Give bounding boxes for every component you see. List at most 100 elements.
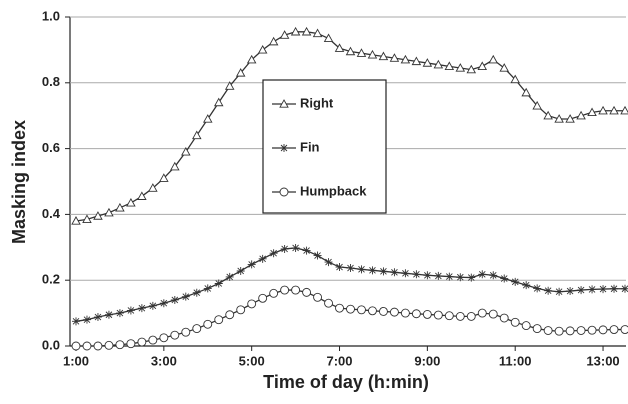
data-point — [291, 243, 300, 252]
x-tick-label: 1:00 — [63, 353, 89, 368]
data-point — [412, 270, 421, 279]
data-point — [170, 161, 180, 171]
data-point — [510, 317, 520, 327]
data-point — [214, 279, 223, 288]
data-point — [280, 285, 290, 295]
data-point — [104, 207, 114, 217]
data-point — [488, 54, 499, 64]
data-point — [192, 288, 201, 297]
data-point — [577, 286, 586, 295]
data-point — [576, 326, 586, 335]
data-point — [400, 308, 410, 318]
legend-label: Fin — [300, 139, 320, 154]
data-point — [532, 324, 542, 334]
x-tick-label: 3:00 — [151, 353, 177, 368]
data-point — [609, 325, 619, 334]
data-point — [620, 325, 628, 334]
data-point — [192, 130, 202, 140]
data-point — [291, 285, 301, 295]
data-point — [455, 63, 466, 72]
data-point — [115, 309, 124, 318]
data-point — [367, 49, 378, 59]
data-point — [115, 202, 125, 212]
data-point — [500, 274, 509, 283]
data-point — [323, 33, 334, 43]
data-point — [181, 146, 191, 156]
data-point — [93, 211, 103, 220]
data-point — [445, 272, 454, 281]
data-point — [587, 107, 597, 117]
data-point — [346, 264, 355, 273]
data-point — [455, 311, 465, 321]
y-tick-label: 0.6 — [42, 140, 60, 155]
data-point — [521, 321, 531, 331]
data-point — [477, 308, 487, 318]
y-tick-label: 0.2 — [42, 272, 60, 287]
data-point — [389, 307, 399, 317]
legend-marker — [279, 99, 289, 108]
legend-label: Humpback — [300, 183, 367, 198]
data-point — [257, 44, 268, 54]
data-point — [290, 26, 301, 36]
y-tick-label: 0.0 — [42, 337, 60, 352]
data-point — [621, 284, 628, 293]
data-point — [576, 110, 586, 120]
data-point — [400, 54, 411, 64]
data-point — [444, 311, 454, 321]
data-point — [499, 63, 509, 72]
data-point — [598, 105, 608, 115]
data-point — [82, 315, 91, 324]
data-point — [378, 307, 388, 316]
data-point — [225, 310, 235, 320]
data-point — [137, 304, 146, 313]
data-point — [565, 326, 575, 336]
data-point — [522, 281, 531, 290]
data-point — [181, 292, 190, 301]
data-point — [148, 183, 158, 192]
y-axis-title: Masking index — [9, 120, 29, 244]
data-point — [246, 54, 257, 64]
data-point — [489, 271, 498, 280]
data-point — [137, 337, 147, 347]
data-point — [368, 266, 377, 275]
data-point — [477, 61, 488, 70]
data-point — [159, 173, 169, 182]
data-point — [378, 51, 389, 61]
data-point — [137, 191, 147, 200]
data-point — [82, 214, 92, 223]
data-point — [312, 28, 323, 38]
data-point — [357, 265, 366, 274]
data-point — [334, 43, 345, 52]
data-point — [72, 317, 80, 326]
data-point — [148, 335, 158, 345]
data-point — [126, 306, 135, 315]
data-point — [433, 59, 444, 69]
data-point — [609, 105, 619, 115]
data-point — [510, 74, 520, 84]
data-point — [301, 26, 312, 36]
legend-marker — [279, 187, 289, 197]
data-point — [324, 298, 333, 308]
data-point — [345, 46, 356, 56]
data-point — [587, 325, 597, 335]
data-point — [467, 273, 476, 282]
legend-marker — [280, 144, 288, 152]
data-point — [422, 58, 433, 67]
data-point — [225, 272, 234, 281]
data-point — [511, 277, 520, 286]
data-point — [269, 249, 278, 258]
data-point — [247, 299, 257, 309]
data-point — [104, 340, 114, 350]
data-point — [434, 271, 443, 280]
data-point — [533, 284, 542, 293]
data-point — [466, 64, 477, 74]
data-point — [236, 305, 246, 315]
data-point — [411, 56, 422, 66]
data-point — [335, 303, 344, 313]
data-point — [93, 313, 102, 322]
data-point — [235, 68, 246, 77]
data-point — [488, 309, 498, 319]
data-point — [279, 30, 290, 39]
data-point — [93, 341, 103, 351]
data-point — [224, 81, 235, 90]
